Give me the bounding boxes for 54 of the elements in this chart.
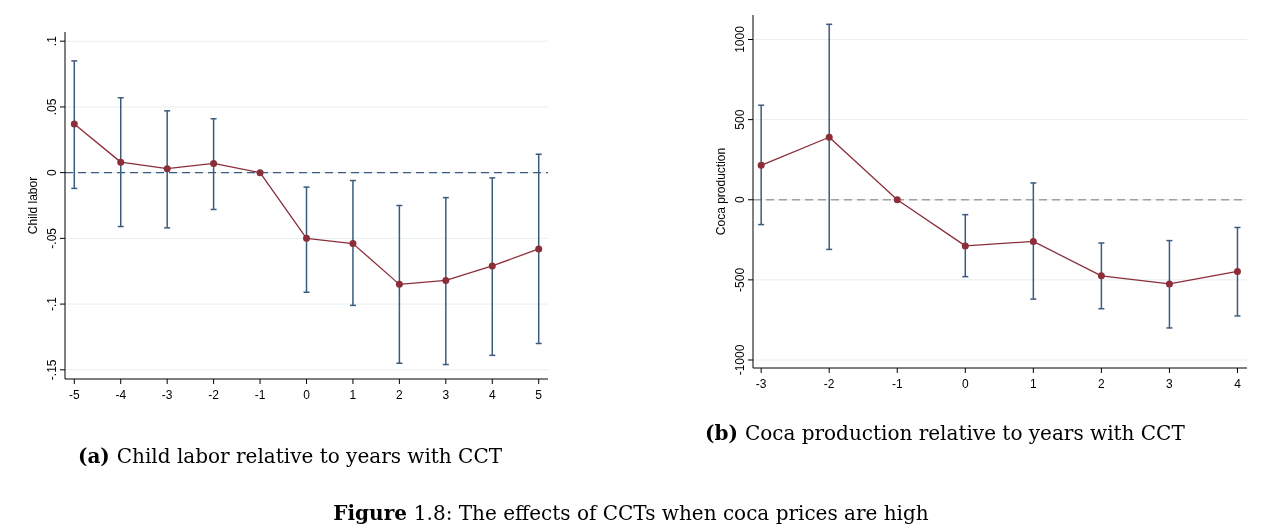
x-tick-label: 4 <box>1234 377 1242 391</box>
y-tick-label: 1000 <box>733 25 747 53</box>
y-tick-label: .1 <box>45 35 59 47</box>
caption: Figure 1.8: The effects of CCTs when coca prices are high <box>333 501 929 525</box>
point <box>535 245 543 253</box>
y-axis-title: Child labor <box>26 176 40 235</box>
point <box>442 276 450 284</box>
x-tick-label: 2 <box>396 388 404 402</box>
y-tick-label: -.05 <box>45 227 59 249</box>
x-tick-label: -2 <box>823 377 835 391</box>
point <box>1165 280 1173 288</box>
x-tick-label: -3 <box>755 377 767 391</box>
point <box>1233 267 1241 275</box>
point <box>825 133 833 141</box>
point <box>757 161 765 169</box>
x-tick-label: -4 <box>115 388 127 402</box>
point <box>488 262 496 270</box>
y-tick-label: -.1 <box>45 296 59 312</box>
y-tick-label: 500 <box>733 109 747 130</box>
x-tick-label: 2 <box>1098 377 1106 391</box>
text: (b) Coca production relative to years with CCT <box>705 421 1186 445</box>
x-tick-label: -3 <box>161 388 173 402</box>
x-tick-label: -2 <box>208 388 220 402</box>
x-tick-label: 0 <box>303 388 311 402</box>
point <box>961 242 969 250</box>
point <box>893 196 901 204</box>
point <box>1029 237 1037 245</box>
y-tick-label: -.15 <box>45 359 59 381</box>
point <box>395 280 403 288</box>
y-tick-label: 0 <box>733 196 747 204</box>
x-tick-label: 1 <box>1030 377 1037 391</box>
x-tick-label: -5 <box>68 388 80 402</box>
x-tick-label: 3 <box>442 388 450 402</box>
y-axis-title: Coca production <box>714 147 728 236</box>
point <box>210 159 218 167</box>
x-tick-label: 3 <box>1166 377 1174 391</box>
y-tick-label: .05 <box>45 98 59 116</box>
point <box>163 165 171 173</box>
point <box>349 240 357 248</box>
point <box>256 169 264 177</box>
text: (a) Child labor relative to years with CCT <box>77 444 503 468</box>
point <box>117 158 125 166</box>
y-tick-label: 0 <box>45 168 59 176</box>
y-tick-label: -1000 <box>733 344 747 376</box>
x-tick-label: 4 <box>488 388 496 402</box>
point <box>70 120 78 128</box>
y-tick-label: -500 <box>733 267 747 292</box>
x-tick-label: 0 <box>961 377 969 391</box>
x-tick-label: 1 <box>349 388 357 402</box>
x-tick-label: -1 <box>254 388 266 402</box>
x-tick-label: 5 <box>535 388 543 402</box>
point <box>1097 272 1105 280</box>
x-tick-label: -1 <box>891 377 903 391</box>
point <box>303 234 310 242</box>
